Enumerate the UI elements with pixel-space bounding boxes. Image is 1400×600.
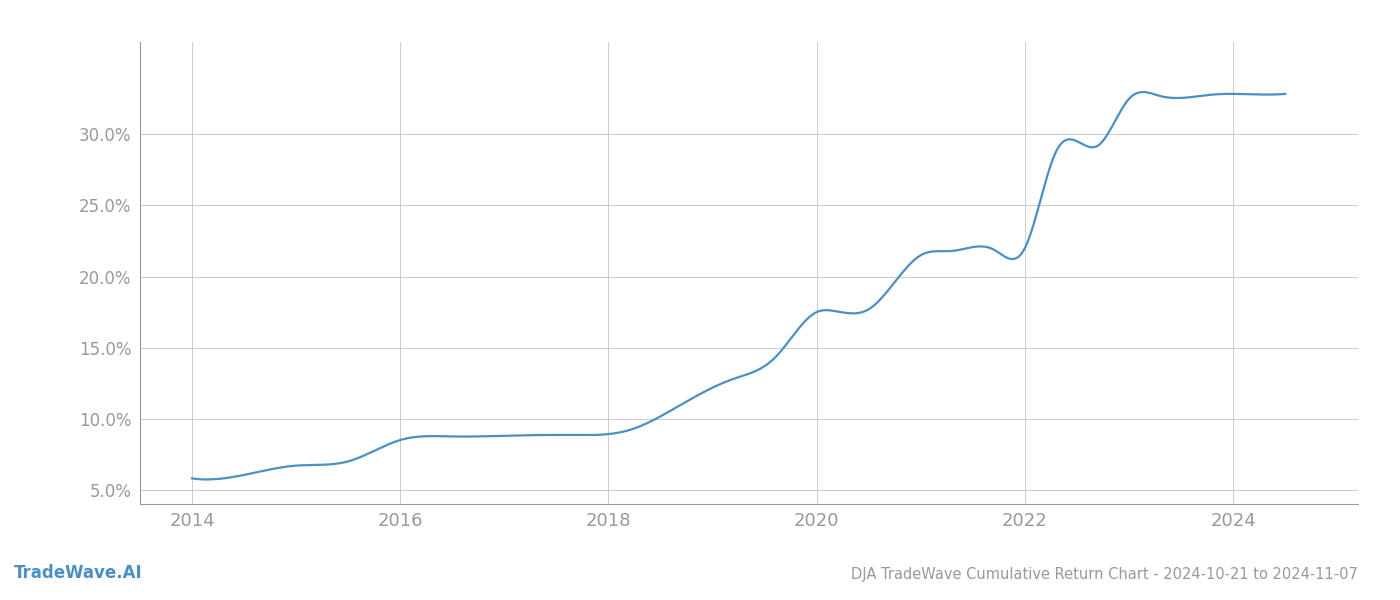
- Text: DJA TradeWave Cumulative Return Chart - 2024-10-21 to 2024-11-07: DJA TradeWave Cumulative Return Chart - …: [851, 567, 1358, 582]
- Text: TradeWave.AI: TradeWave.AI: [14, 564, 143, 582]
